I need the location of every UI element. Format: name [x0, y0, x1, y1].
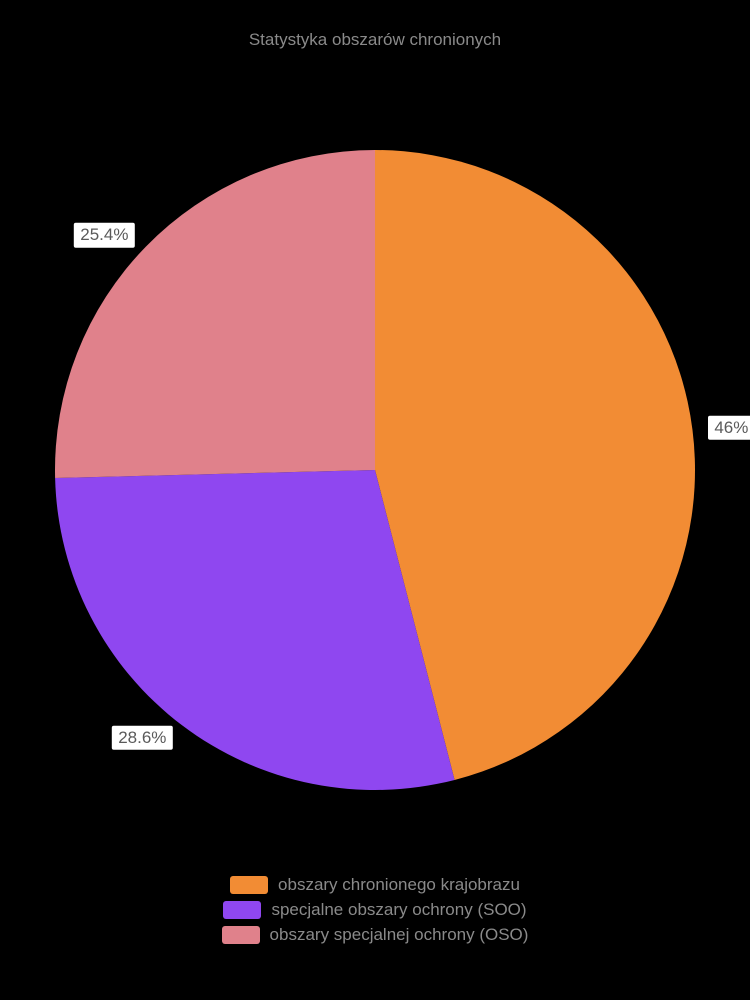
legend-item: obszary specjalnej ochrony (OSO)	[222, 925, 529, 945]
pie-slice-label: 28.6%	[112, 726, 172, 750]
legend-swatch	[222, 926, 260, 944]
pie-slice	[55, 150, 375, 478]
legend-swatch	[230, 876, 268, 894]
pie-slice-label: 25.4%	[74, 223, 134, 247]
pie-chart: 46%28.6%25.4%	[55, 150, 695, 790]
legend-item: specjalne obszary ochrony (SOO)	[223, 900, 526, 920]
legend-label: specjalne obszary ochrony (SOO)	[271, 900, 526, 920]
legend-swatch	[223, 901, 261, 919]
pie-slice-label: 46%	[708, 416, 750, 440]
pie-svg	[55, 150, 695, 790]
legend: obszary chronionego krajobrazu specjalne …	[0, 875, 750, 945]
legend-item: obszary chronionego krajobrazu	[230, 875, 520, 895]
legend-label: obszary specjalnej ochrony (OSO)	[270, 925, 529, 945]
chart-title: Statystyka obszarów chronionych	[0, 30, 750, 50]
legend-label: obszary chronionego krajobrazu	[278, 875, 520, 895]
